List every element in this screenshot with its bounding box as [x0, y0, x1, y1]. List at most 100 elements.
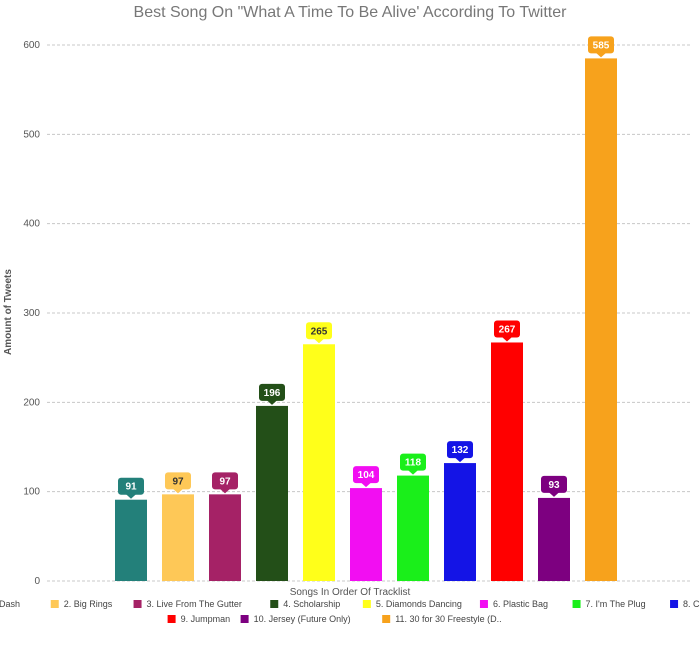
data-label: 196: [259, 383, 285, 405]
data-label-text: 265: [311, 326, 328, 337]
data-label: 93: [541, 475, 567, 497]
x-axis-title: Songs In Order Of Tracklist: [290, 587, 411, 598]
legend-item[interactable]: 3. Live From The Gutter: [133, 599, 242, 609]
y-tick-label: 0: [34, 576, 40, 587]
legend-item[interactable]: 4. Scholarship: [270, 599, 340, 609]
legend-swatch: [133, 600, 142, 608]
legend-item[interactable]: Track 1. Digital Dash: [0, 599, 20, 609]
data-labels: 91 97 97 196 265 104 118 132 267 93 585: [118, 36, 614, 499]
bar: [444, 463, 476, 581]
data-label: 118: [400, 453, 426, 475]
legend: Track 1. Digital Dash 2. Big Rings 3. Live…: [0, 599, 700, 624]
data-label-box: [588, 36, 614, 54]
data-label: 265: [306, 322, 332, 344]
data-label-text: 91: [125, 482, 137, 493]
data-label-box: [212, 472, 238, 490]
bars: [115, 58, 617, 581]
data-label-text: 118: [405, 458, 422, 469]
bar: [162, 494, 194, 581]
data-label-box: [447, 441, 473, 459]
data-label-box: [165, 472, 191, 490]
data-label-pointer: [549, 492, 559, 497]
data-label-pointer: [314, 338, 324, 344]
legend-label: 2. Big Rings: [64, 599, 113, 609]
bar: [350, 488, 382, 581]
y-axis-ticks: 0 100 200 300 400 500 600: [23, 40, 40, 587]
legend-item[interactable]: 10. Jersey (Future Only): [240, 614, 351, 624]
data-label-text: 132: [452, 445, 469, 456]
legend-item[interactable]: 8. Change Locations: [670, 599, 700, 609]
data-label: 104: [353, 466, 379, 488]
y-tick-label: 400: [23, 219, 40, 230]
legend-item[interactable]: 9. Jumpman: [167, 614, 231, 624]
legend-swatch: [270, 600, 279, 608]
y-tick-label: 200: [23, 397, 40, 408]
bar: [115, 499, 147, 581]
data-label-text: 93: [548, 480, 560, 491]
data-label-box: [118, 477, 144, 495]
data-label: 267: [494, 320, 520, 342]
y-tick-label: 500: [23, 129, 40, 140]
data-label-box: [541, 475, 567, 493]
data-label-pointer: [455, 457, 465, 463]
data-label-pointer: [173, 488, 183, 494]
chart-title: Best Song On "What A Time To Be Alive' A…: [134, 4, 568, 21]
legend-swatch: [479, 600, 488, 608]
legend-label: 9. Jumpman: [181, 614, 231, 624]
y-axis-title: Amount of Tweets: [3, 269, 14, 355]
legend-item[interactable]: 11. 30 for 30 Freestyle (D..: [382, 614, 502, 624]
data-label: 585: [588, 36, 614, 58]
legend-label: 3. Live From The Gutter: [147, 599, 242, 609]
data-label-text: 97: [172, 476, 184, 487]
legend-swatch: [382, 615, 391, 623]
y-tick-label: 600: [23, 40, 40, 51]
data-label-box: [259, 383, 285, 401]
data-label-text: 104: [358, 470, 375, 481]
data-label: 97: [165, 472, 191, 494]
legend-label: 5. Diamonds Dancing: [376, 599, 462, 609]
legend-swatch: [50, 600, 59, 608]
legend-label: Track 1. Digital Dash: [0, 599, 20, 609]
legend-label: 10. Jersey (Future Only): [254, 614, 351, 624]
legend-label: 8. Change Locations: [683, 599, 700, 609]
y-tick-label: 300: [23, 308, 40, 319]
legend-item[interactable]: 5. Diamonds Dancing: [362, 599, 462, 609]
data-label-pointer: [126, 494, 136, 499]
legend-swatch: [670, 600, 679, 608]
legend-label: 11. 30 for 30 Freestyle (D..: [395, 614, 501, 624]
data-label: 91: [118, 477, 144, 499]
bar: [585, 58, 617, 581]
legend-item[interactable]: 6. Plastic Bag: [479, 599, 548, 609]
data-label-pointer: [220, 488, 230, 494]
bar: [491, 342, 523, 581]
data-label-text: 585: [593, 40, 610, 51]
bar: [538, 497, 570, 581]
y-tick-label: 100: [23, 487, 40, 498]
bar: [209, 494, 241, 581]
legend-swatch: [240, 615, 249, 623]
data-label-pointer: [502, 336, 512, 342]
data-label-box: [306, 322, 332, 340]
data-label-pointer: [267, 400, 277, 405]
data-label-pointer: [596, 52, 606, 58]
data-label-box: [400, 453, 426, 471]
legend-swatch: [167, 615, 176, 623]
legend-swatch: [572, 600, 581, 608]
data-label-text: 97: [219, 476, 231, 487]
data-label-text: 196: [264, 388, 281, 399]
legend-item[interactable]: 2. Big Rings: [50, 599, 113, 609]
data-label-text: 267: [499, 324, 516, 335]
legend-label: 6. Plastic Bag: [493, 599, 548, 609]
legend-item[interactable]: 7. I'm The Plug: [572, 599, 646, 609]
bar: [256, 405, 288, 581]
data-label-pointer: [361, 482, 371, 488]
data-label-pointer: [408, 470, 418, 475]
data-label-box: [494, 320, 520, 338]
gridlines: [47, 44, 690, 582]
data-label: 132: [447, 441, 473, 463]
data-label: 97: [212, 472, 238, 494]
legend-swatch: [362, 600, 371, 608]
bar: [303, 344, 335, 581]
